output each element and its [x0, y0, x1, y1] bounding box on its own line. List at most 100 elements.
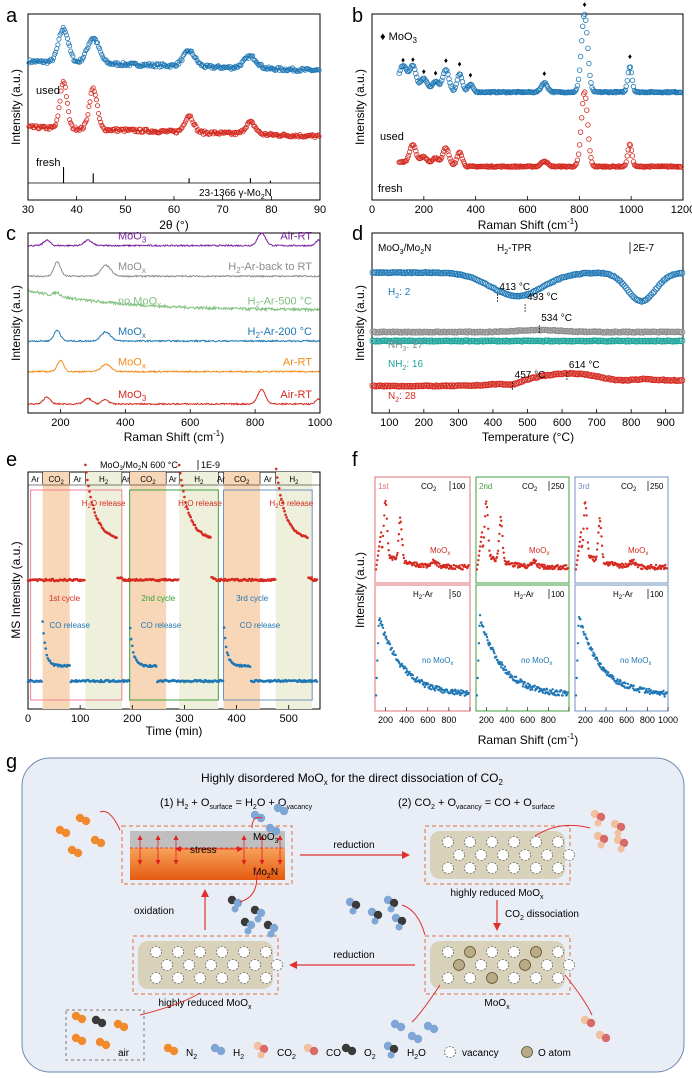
a-data-point [57, 98, 63, 104]
f-bottom-point [662, 689, 665, 692]
f-top-point [438, 562, 441, 565]
panel-b: b ♦ ♦ ♦ ♦ ♦ ♦ ♦ ♦ ♦ ♦ ♦ MoO3 used fresh 0 200 400 60… [352, 0, 692, 232]
f-bottom-point [381, 626, 385, 629]
e-segment-label: Ar [31, 475, 39, 484]
f-top-point [397, 533, 401, 536]
e-cycle-box [30, 489, 123, 701]
b-data-point [573, 160, 580, 167]
g-vacancy [150, 946, 162, 958]
f-top-point [598, 517, 601, 520]
f-top-point [498, 523, 502, 527]
e-h2o-point [279, 493, 282, 497]
a-data-point [182, 119, 188, 125]
a-reference-label: 23-1366 γ-Mo2N [199, 188, 272, 201]
f-scale-bottom: 100 [551, 590, 565, 599]
d-data-point [453, 270, 460, 277]
c-series-label: MoOx [118, 261, 146, 275]
b-data-point [576, 67, 583, 73]
g-air-molecule [71, 1033, 87, 1046]
d-data-point [472, 338, 479, 345]
b-data-point [403, 157, 410, 164]
b-data-point [588, 154, 594, 161]
f-top-frame [574, 476, 669, 584]
d-nh3-label: NH3: 17 [388, 340, 423, 353]
f-bottom-point [467, 691, 470, 695]
d-x-ticks: 100 200 300 400 500 600 700 800 900 [380, 409, 675, 429]
plot-frame-b [371, 13, 684, 201]
f-bottom-point [591, 648, 594, 651]
g-legend-h2: H2 [233, 1048, 244, 1061]
g-vacancy [486, 946, 498, 958]
f-cycle-label: 2nd [479, 482, 492, 491]
a-data-point [86, 104, 92, 110]
a-data-point [295, 68, 301, 74]
f-top-point [581, 544, 584, 547]
g-vacancies-top-right [442, 836, 575, 874]
f-x-tick-label: 1000 [658, 715, 678, 725]
d-data-point [406, 269, 414, 276]
f-bottom-point [607, 671, 610, 674]
a-data-point [176, 61, 182, 67]
e-h2o-point [315, 578, 319, 581]
g-stress-arrowhead [137, 835, 143, 840]
b-data-point [453, 156, 459, 163]
g-curved-arrow [411, 984, 441, 1023]
a-data-point [243, 124, 249, 130]
g-legend-h2o: H2O [407, 1048, 426, 1061]
g-atom [81, 816, 91, 826]
f-bottom-point [586, 638, 589, 641]
d-data-point [602, 270, 610, 277]
b-data-point [583, 95, 589, 101]
g-box-moo3-mo2n [121, 825, 293, 885]
d-data-point [602, 375, 610, 382]
g-h2o-molecule [391, 913, 407, 931]
e-co-point [43, 641, 46, 644]
e-h2o-point [283, 509, 286, 513]
g-vacancy [271, 959, 283, 971]
g-air-molecule [95, 1037, 111, 1050]
f-top-point [445, 566, 449, 569]
a-data-point [67, 43, 73, 49]
a-data-point [238, 63, 244, 69]
f-top-point [479, 540, 482, 543]
g-stress-arrowhead [173, 835, 179, 840]
e-co-point [224, 645, 228, 649]
b-data-point [664, 163, 670, 169]
f-bottom-point [581, 626, 585, 629]
b-data-point [626, 141, 633, 147]
e-h2o-point [285, 516, 288, 519]
f-bottom-gas-label: H2-Ar [514, 590, 534, 601]
f-bottom-point [617, 680, 620, 683]
g-vacancy [530, 836, 542, 848]
d-annotation-label: 493 °C [527, 292, 558, 303]
a-data-point [259, 131, 265, 137]
g-atom [586, 1018, 596, 1028]
e-h2o-point [188, 513, 191, 517]
g-vacancy [216, 972, 228, 984]
f-bottom-species: no MoOx [521, 656, 552, 667]
g-h2o-molecule [367, 907, 383, 925]
c-series-line [28, 359, 320, 374]
f-bottom-point [624, 682, 627, 685]
e-segment-label: CO2 [140, 475, 156, 486]
d-data-point [549, 278, 557, 286]
f-top-point [395, 553, 399, 557]
g-legend-h2o-icon [383, 1041, 399, 1059]
g-legend-co: CO [326, 1048, 341, 1059]
a-data-point [87, 99, 93, 105]
a-data-point [181, 121, 187, 127]
d-data-point [514, 337, 521, 344]
e-segment-label: H2 [194, 475, 204, 486]
g-moo3-layer [130, 831, 285, 848]
f-top-point [483, 525, 486, 528]
b-data-point [436, 81, 443, 88]
f-top-point [516, 562, 519, 565]
a-data-point [93, 97, 99, 103]
a-data-point [98, 119, 104, 125]
f-bottom-point [663, 695, 666, 698]
g-vacancies-bottom-right [442, 946, 575, 984]
g-h2-molecule [407, 1031, 423, 1044]
d-data-point [484, 329, 491, 336]
g-atom [594, 819, 602, 827]
e-h2o-release-label: H2O release [178, 499, 222, 510]
